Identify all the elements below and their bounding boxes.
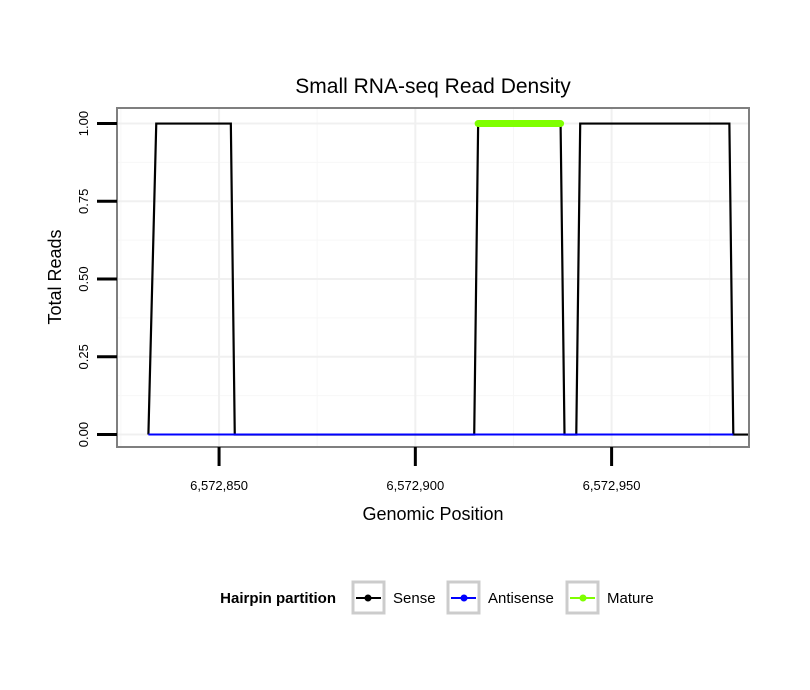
x-axis-label: Genomic Position (362, 504, 503, 524)
legend-item-antisense: Antisense (446, 580, 554, 615)
y-tick-label: 1.00 (76, 111, 91, 136)
y-tick-label: 0.25 (76, 344, 91, 369)
legend-item-sense: Sense (351, 580, 436, 615)
legend-dot-antisense (460, 594, 468, 602)
legend-dot-mature (579, 594, 587, 602)
legend-title: Hairpin partition (220, 590, 336, 607)
y-axis-label: Total Reads (45, 229, 65, 324)
y-tick-label: 0.75 (76, 189, 91, 214)
legend-dot-sense (364, 594, 372, 602)
x-tick-label: 6,572,850 (190, 478, 248, 493)
series-lines (147, 120, 749, 436)
legend-item-mature: Mature (565, 580, 654, 615)
y-axis: 0.00 0.25 0.50 0.75 1.00 (76, 111, 117, 447)
minor-gridlines (117, 108, 749, 447)
x-tick-label: 6,572,900 (386, 478, 444, 493)
legend: Hairpin partition Sense Antisense Mature (220, 580, 654, 615)
plot-background (117, 108, 749, 447)
plot-border (116, 107, 750, 448)
y-tick-label: 0.00 (76, 422, 91, 447)
y-tick-label: 0.50 (76, 266, 91, 291)
legend-label-mature: Mature (607, 590, 654, 607)
x-tick-label: 6,572,950 (583, 478, 641, 493)
chart-title: Small RNA-seq Read Density (295, 75, 571, 98)
legend-label-antisense: Antisense (488, 590, 554, 607)
legend-label-sense: Sense (393, 590, 436, 607)
x-axis: 6,572,850 6,572,900 6,572,950 (190, 447, 641, 493)
